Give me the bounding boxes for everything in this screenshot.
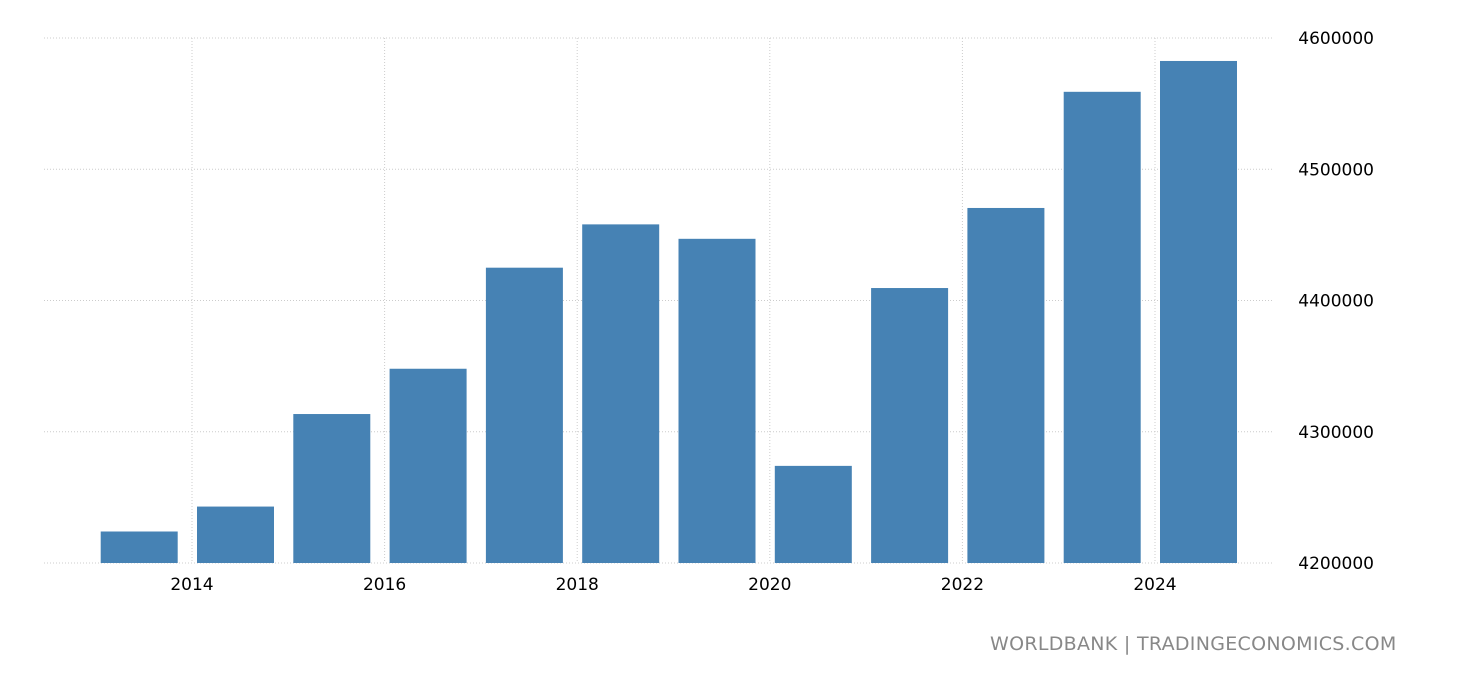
bar-2015: [293, 414, 371, 563]
x-tick-label: 2020: [748, 575, 791, 595]
bar-2021: [871, 288, 949, 563]
source-label: WORLDBANK | TRADINGECONOMICS.COM: [990, 633, 1397, 655]
y-tick-label: 4600000: [1298, 29, 1374, 49]
bar-2022: [967, 207, 1045, 563]
bar-2016: [389, 368, 467, 563]
bar-2014: [197, 506, 274, 563]
y-tick-label: 4500000: [1298, 160, 1374, 180]
x-tick-label: 2016: [363, 575, 406, 595]
x-tick-label: 2014: [170, 575, 213, 595]
bar-2024: [1160, 60, 1237, 563]
bar-2013: [100, 531, 178, 563]
bar-2017: [485, 267, 563, 563]
y-tick-label: 4300000: [1298, 423, 1374, 443]
bar-2019: [678, 238, 756, 563]
bar-2020: [774, 465, 852, 563]
bar-2018: [582, 224, 660, 563]
x-tick-label: 2018: [556, 575, 599, 595]
x-tick-label: 2022: [941, 575, 984, 595]
bar-chart: 4200000 4300000 4400000 4500000 4600000 2014 2…: [44, 29, 1374, 595]
y-tick-label: 4200000: [1298, 554, 1374, 574]
bar-2023: [1063, 91, 1141, 563]
y-tick-label: 4400000: [1298, 292, 1374, 312]
x-tick-label: 2024: [1133, 575, 1176, 595]
